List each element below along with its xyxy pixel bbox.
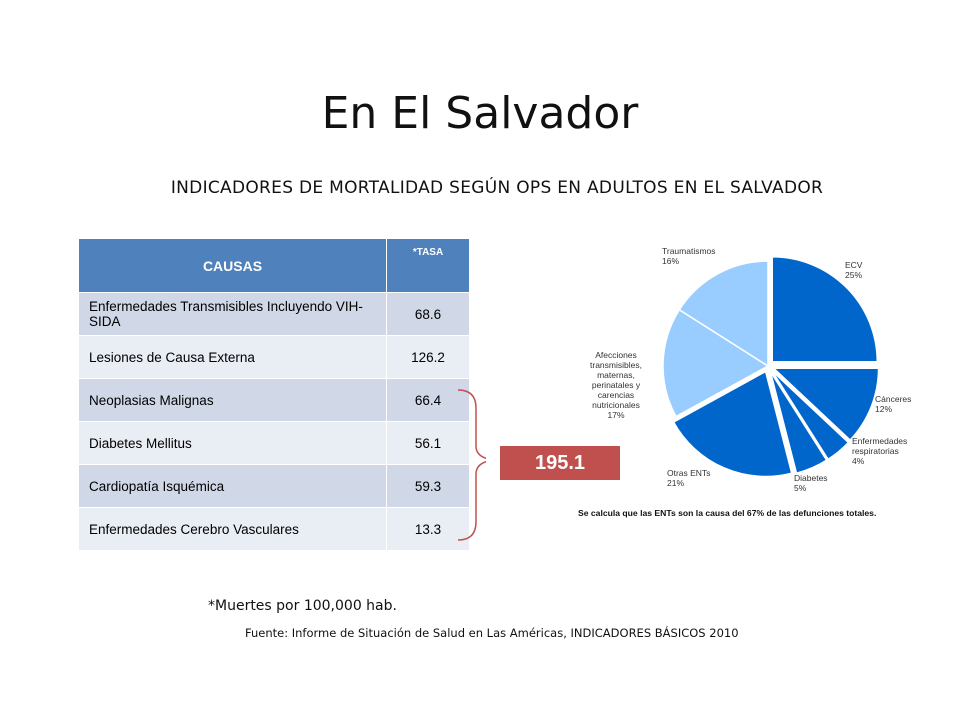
table-row: Enfermedades Cerebro Vasculares 13.3 (78, 507, 470, 551)
cause-cell: Cardiopatía Isquémica (78, 464, 387, 508)
footnote: *Muertes por 100,000 hab. (208, 598, 397, 614)
pie-slice (672, 370, 793, 478)
table-row: Diabetes Mellitus 56.1 (78, 421, 470, 465)
page-title: En El Salvador (321, 88, 639, 139)
table-row: Cardiopatía Isquémica 59.3 (78, 464, 470, 508)
pie-slice-label: ECV 25% (845, 260, 863, 280)
pie-slice (678, 260, 769, 368)
total-badge: 195.1 (500, 446, 620, 480)
source-note: Fuente: Informe de Situación de Salud en… (245, 626, 739, 640)
pie-slice-label: Cánceres 12% (875, 394, 911, 414)
table-row: Enfermedades Transmisibles Incluyendo VI… (78, 292, 470, 336)
rate-cell: 68.6 (386, 292, 470, 336)
rate-cell: 126.2 (386, 335, 470, 379)
table-row: Neoplasias Malignas 66.4 (78, 378, 470, 422)
cause-cell: Neoplasias Malignas (78, 378, 387, 422)
pie-slice-label: Enfermedades respiratorias 4% (852, 436, 907, 466)
pie-slice-label: Afecciones transmisibles, maternas, perinat… (590, 350, 642, 420)
cause-cell: Lesiones de Causa Externa (78, 335, 387, 379)
pie-slice-label: Traumatismos 16% (662, 246, 716, 266)
pie-slice-label: Otras ENTs 21% (667, 468, 710, 488)
pie-slice (771, 256, 878, 363)
pie-slices (662, 256, 880, 478)
cause-cell: Enfermedades Transmisibles Incluyendo VI… (78, 292, 387, 336)
table-header-row: CAUSAS *TASA (78, 238, 470, 293)
pie-labels: ECV 25% Cánceres 12% Enfermedades respiratori… (590, 246, 911, 493)
rate-cell: 13.3 (386, 507, 470, 551)
cause-cell: Enfermedades Cerebro Vasculares (78, 507, 387, 551)
pie-chart: ECV 25% Cánceres 12% Enfermedades respiratori… (590, 246, 911, 493)
pie-slice-label: Diabetes 5% (794, 473, 828, 493)
rate-cell: 56.1 (386, 421, 470, 465)
cause-cell: Diabetes Mellitus (78, 421, 387, 465)
header-tasa: *TASA (386, 238, 470, 293)
table-row: Lesiones de Causa Externa 126.2 (78, 335, 470, 379)
page-subtitle: INDICADORES DE MORTALIDAD SEGÚN OPS EN A… (170, 178, 824, 198)
pie-slice (769, 371, 828, 475)
bracket-connector (457, 389, 486, 541)
pie-slice (771, 367, 880, 442)
header-causas: CAUSAS (78, 238, 387, 293)
rate-cell: 66.4 (386, 378, 470, 422)
chart-note: Se calcula que las ENTs son la causa del… (578, 508, 877, 518)
pie-slice (771, 370, 850, 461)
mortality-table: CAUSAS *TASA Enfermedades Transmisibles … (78, 238, 470, 551)
pie-slice (662, 308, 770, 418)
